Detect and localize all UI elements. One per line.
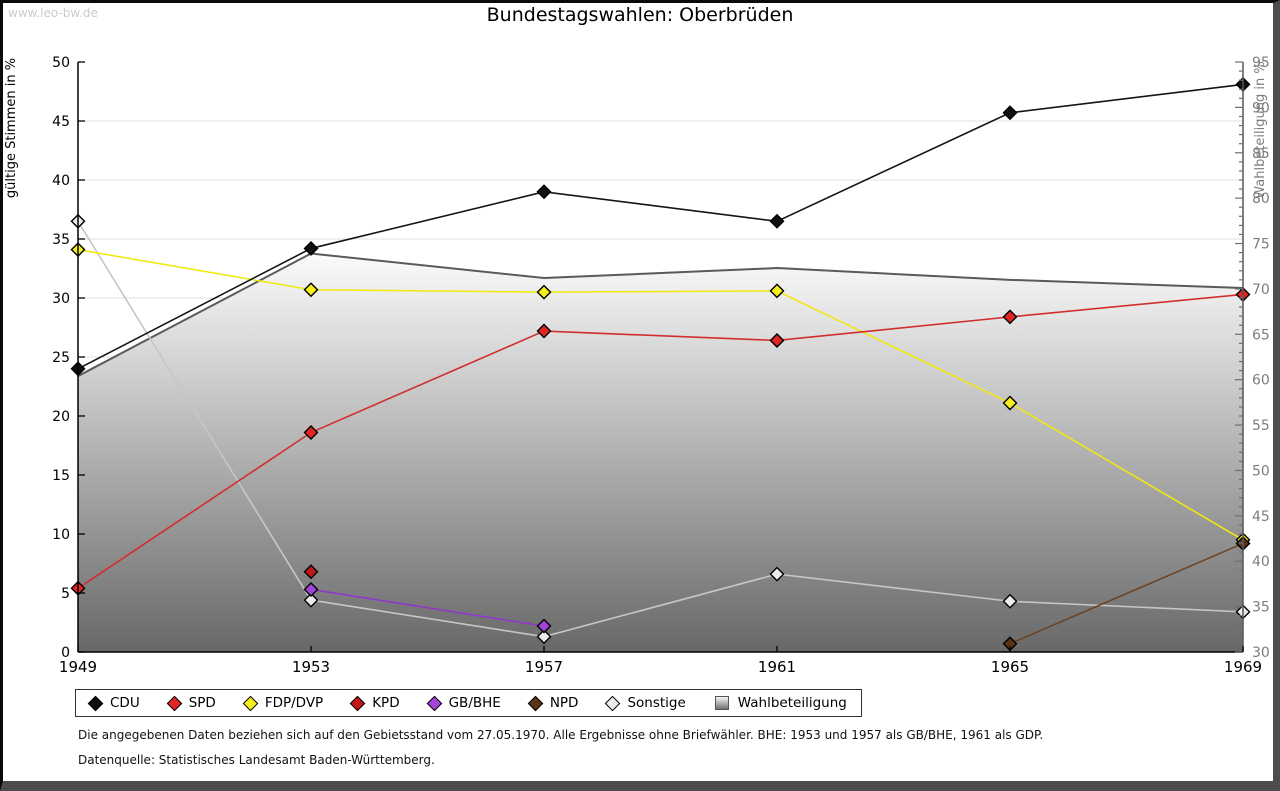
data-point-cdu [769,213,785,229]
legend-item-kpd: KPD [349,695,400,711]
legend-label: Wahlbeteiligung [737,695,847,711]
right-tick-label: 30 [1252,645,1270,661]
legend-label: KPD [372,695,400,711]
legend-marker-diamond [527,695,544,711]
series-line-fdp-dvp [77,248,1244,541]
footnote-datenquelle: Datenquelle: Statistisches Landesamt Bad… [78,753,435,767]
page-title: Bundestagswahlen: Oberbrüden [486,4,794,26]
chart-legend: CDU SPD FDP/DVP KPD GB/BHE NPD Sonstige Wahlbet… [75,689,862,717]
right-tick-label: 75 [1252,237,1270,253]
right-tick-label: 50 [1252,463,1270,479]
footnote-gebietsstand: Die angegebenen Daten beziehen sich auf … [78,728,1044,742]
legend-label: NPD [549,695,579,711]
data-point-cdu [536,184,552,200]
legend-label: FDP/DVP [264,695,324,711]
data-point-fdp-dvp [303,282,319,298]
x-tick-label: 1949 [59,658,97,676]
legend-marker-diamond [87,695,104,711]
right-tick-label: 85 [1252,146,1270,162]
right-axis-title: Wahlbeteiligung in % [1253,61,1268,198]
series-line-spd [77,293,1244,589]
data-point-fdp-dvp [536,284,552,300]
legend-label: GB/BHE [448,695,501,711]
legend-item-cdu: CDU [87,695,140,711]
right-tick-label: 95 [1252,55,1270,71]
data-point-spd [536,323,552,339]
left-tick-label: 10 [52,527,70,543]
right-tick-label: 40 [1252,554,1270,570]
data-point-fdp-dvp [769,283,785,299]
right-tick-label: 80 [1252,191,1270,207]
left-tick-label: 35 [52,232,70,248]
legend-item-gb-bhe: GB/BHE [426,695,501,711]
series-line-cdu [77,83,1244,370]
right-tick-label: 35 [1252,600,1270,616]
legend-marker-diamond [242,695,259,711]
legend-label: CDU [110,695,140,711]
data-point-kpd [303,564,319,580]
legend-marker-square [714,696,729,710]
left-tick-label: 5 [61,586,70,602]
right-tick-label: 65 [1252,327,1270,343]
right-tick-label: 55 [1252,418,1270,434]
data-point-spd [303,425,319,441]
legend-marker-diamond [166,695,182,711]
watermark-url: www.leo-bw.de [8,6,98,20]
left-tick-label: 50 [52,55,70,71]
data-point-sonstige [769,566,785,582]
right-tick-label: 45 [1252,509,1270,525]
data-point-spd [769,332,785,348]
series-line-sonstige [77,220,1244,638]
left-tick-label: 45 [52,114,70,130]
election-line-chart: 0 5 10 15 20 25 30 35 40 45 50 30 35 40 45 50 55 60 65 70 75… [4,55,1270,676]
data-point-fdp-dvp [1002,395,1018,411]
legend-item-npd: NPD [527,695,579,711]
legend-label: SPD [188,695,216,711]
left-tick-label: 15 [52,468,70,484]
data-point-cdu [1002,105,1018,121]
legend-marker-diamond [426,695,442,711]
data-point-sonstige [1002,593,1018,609]
data-point-sonstige [536,629,552,645]
legend-item-sonstige: Sonstige [605,695,686,711]
x-tick-label: 1969 [1224,658,1262,676]
left-tick-label: 0 [61,645,70,661]
x-tick-label: 1965 [991,658,1029,676]
x-tick-label: 1953 [292,658,330,676]
legend-marker-diamond [605,695,621,711]
data-point-gb-bhe [303,581,319,597]
data-point-cdu [303,240,319,256]
left-axis-title: gültige Stimmen in % [4,58,19,198]
series-line-npd [1009,542,1244,645]
legend-label: Sonstige [627,695,686,711]
legend-item-spd: SPD [166,695,216,711]
data-point-sonstige [303,592,319,608]
legend-item-wahlbeteiligung: Wahlbeteiligung [714,695,847,711]
left-tick-label: 25 [52,350,70,366]
legend-marker-diamond [349,695,366,711]
right-tick-label: 70 [1252,282,1270,298]
right-tick-label: 90 [1252,100,1270,116]
left-tick-label: 30 [52,291,70,307]
legend-item-fdp-dvp: FDP/DVP [242,695,324,711]
data-point-spd [1002,309,1018,325]
right-tick-label: 60 [1252,373,1270,389]
left-tick-label: 20 [52,409,70,425]
x-tick-label: 1957 [525,658,563,676]
left-tick-label: 40 [52,173,70,189]
wahlbeteiligung-area [78,253,1243,652]
x-tick-label: 1961 [758,658,796,676]
data-point-gb-bhe [536,618,552,634]
wahlbeteiligung-area-edge [77,252,1244,377]
series-line-gb-bhe [310,588,545,627]
